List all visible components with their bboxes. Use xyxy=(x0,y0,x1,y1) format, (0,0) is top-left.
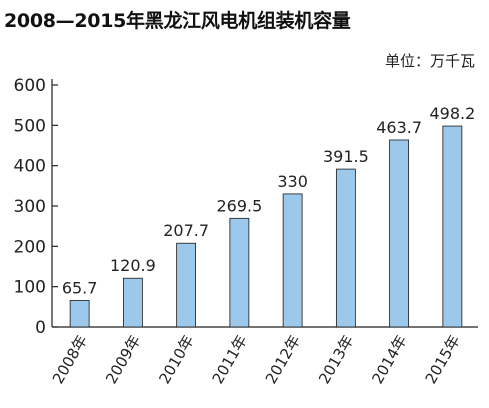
bar-2015年 xyxy=(442,125,463,328)
chart-title: 2008—2015年黑龙江风电机组装机容量 xyxy=(4,10,351,32)
y-tick-label-200: 200 xyxy=(14,237,46,257)
y-tick-label-400: 400 xyxy=(14,157,46,177)
value-label-2011年: 269.5 xyxy=(216,196,262,215)
y-tick-label-300: 300 xyxy=(14,197,46,217)
y-tick-label-100: 100 xyxy=(14,278,46,298)
category-label-2012年: 2012年 xyxy=(262,332,304,387)
value-label-2010年: 207.7 xyxy=(163,221,209,240)
bar-2011年 xyxy=(229,217,250,328)
bar-2012年 xyxy=(282,193,303,328)
value-label-2014年: 463.7 xyxy=(376,118,422,137)
bar-2014年 xyxy=(389,139,410,328)
y-tick-label-0: 0 xyxy=(35,318,46,338)
bar-2008年 xyxy=(69,300,90,328)
category-label-2010年: 2010年 xyxy=(155,332,197,387)
value-label-2012年: 330 xyxy=(277,172,308,191)
y-tick-label-600: 600 xyxy=(14,76,46,96)
category-label-2011年: 2011年 xyxy=(209,332,251,387)
value-label-2009年: 120.9 xyxy=(110,256,156,275)
bar-2010年 xyxy=(176,242,197,328)
bar-2013年 xyxy=(335,168,356,328)
value-label-2015年: 498.2 xyxy=(429,104,475,123)
category-label-2009年: 2009年 xyxy=(102,332,144,387)
unit-label: 单位：万千瓦 xyxy=(384,52,475,70)
category-label-2015年: 2015年 xyxy=(422,332,464,387)
value-label-2008年: 65.7 xyxy=(62,279,98,298)
y-tick-label-500: 500 xyxy=(14,116,46,136)
category-label-2014年: 2014年 xyxy=(368,332,410,387)
category-label-2013年: 2013年 xyxy=(315,332,357,387)
value-label-2013年: 391.5 xyxy=(323,147,369,166)
bar-2009年 xyxy=(122,277,143,328)
category-label-2008年: 2008年 xyxy=(49,332,91,387)
